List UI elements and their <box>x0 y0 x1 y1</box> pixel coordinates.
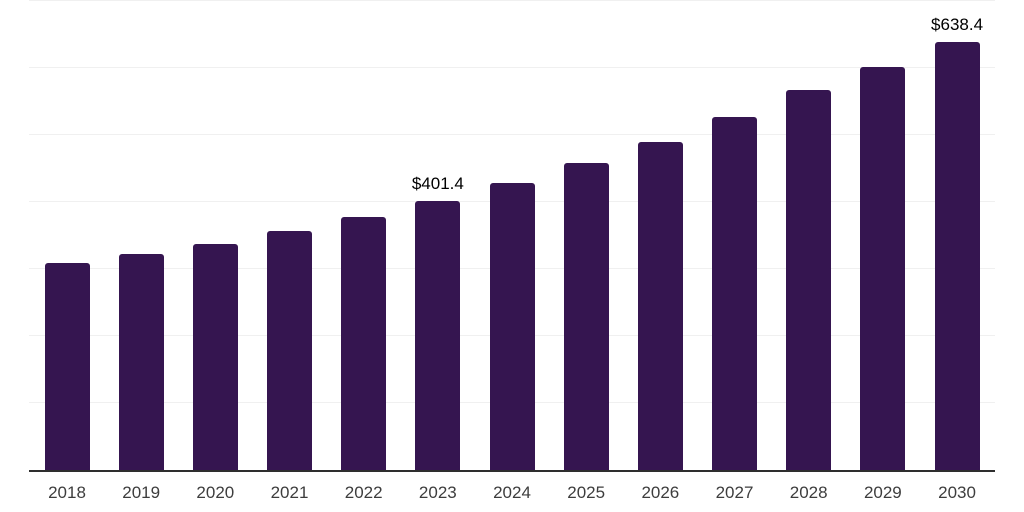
bar-2026 <box>637 141 683 470</box>
x-tick-2023: 2023 <box>418 483 457 502</box>
x-tick-2027: 2027 <box>715 483 754 502</box>
x-tick-2022: 2022 <box>344 483 383 502</box>
x-tick-2024: 2024 <box>493 483 531 502</box>
x-tick-2021: 2021 <box>270 483 309 502</box>
x-tick-2019: 2019 <box>122 483 161 502</box>
bar-2020 <box>192 243 238 470</box>
x-tick-2026: 2026 <box>641 483 680 502</box>
gridline-600 <box>29 67 995 68</box>
x-tick-2025: 2025 <box>567 483 606 502</box>
bar-2021 <box>267 231 312 470</box>
bar-2030 <box>934 42 980 470</box>
gridline-700 <box>29 0 995 1</box>
bar-2024 <box>489 183 535 470</box>
bar-2029 <box>860 67 906 470</box>
bar-2018 <box>44 263 90 470</box>
x-tick-2029: 2029 <box>863 483 902 502</box>
bar-2027 <box>712 116 758 470</box>
gridline-500 <box>29 134 995 135</box>
data-label-2030: $638.4 <box>931 15 984 35</box>
plot-area: $401.4 $638.4 <box>29 0 995 472</box>
x-tick-2020: 2020 <box>196 483 235 502</box>
x-tick-2030: 2030 <box>938 483 976 502</box>
x-tick-2028: 2028 <box>789 483 828 502</box>
bar-2025 <box>563 163 609 470</box>
x-tick-2018: 2018 <box>48 483 86 502</box>
bar-2019 <box>118 254 164 470</box>
bar-2022 <box>341 217 387 470</box>
bar-2028 <box>786 89 832 470</box>
bar-2023 <box>415 201 461 470</box>
data-label-2023: $401.4 <box>411 174 464 194</box>
